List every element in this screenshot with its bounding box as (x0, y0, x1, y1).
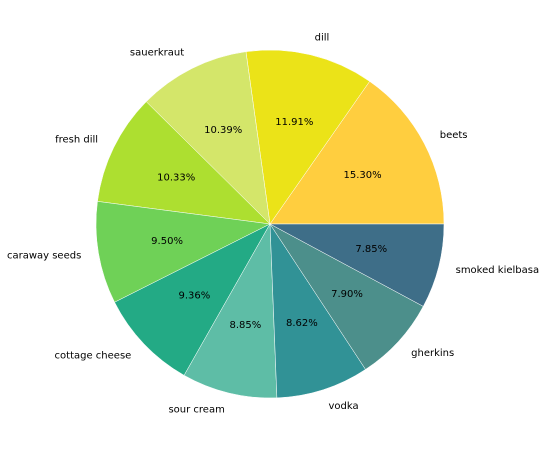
pie-slice-sour-cream (183, 223, 278, 399)
pie-pct-label: 7.85% (355, 244, 387, 255)
pie-slice-cottage-cheese (114, 223, 271, 376)
pie-slice-smoked-kielbasa (269, 223, 445, 307)
pie-pct-label: 11.91% (275, 117, 313, 128)
pie-pct-label: 8.62% (286, 318, 318, 329)
pie-pct-label: 8.85% (229, 320, 261, 331)
slices-layer (95, 49, 445, 399)
pie-pct-label: 9.50% (151, 236, 183, 247)
labels-layer: 15.30% beets 11.91% dill 10.39% sauerkraut 10.… (7, 32, 539, 415)
pie-slice-vodka (269, 223, 366, 399)
pie-slice-dill (245, 49, 370, 225)
pie-pct-label: 7.90% (331, 289, 363, 300)
pie-slice-caraway-seeds (95, 201, 271, 303)
pie-pct-label: 10.39% (204, 125, 242, 136)
pie-slice-fresh-dill (97, 101, 271, 225)
pie-slice-sauerkraut (145, 51, 271, 225)
pie-category-label: vodka (328, 401, 358, 412)
pie-category-label: sour cream (168, 404, 224, 415)
pie-category-label: dill (315, 32, 330, 43)
pie-category-label: smoked kielbasa (456, 265, 540, 276)
pie-category-label: sauerkraut (130, 47, 184, 58)
pie-category-label: caraway seeds (7, 251, 81, 262)
pie-slice-beets (269, 80, 445, 225)
pie-category-label: beets (440, 130, 468, 141)
pie-pct-label: 10.33% (157, 173, 195, 184)
pie-pct-label: 15.30% (343, 170, 381, 181)
pie-category-label: fresh dill (55, 134, 98, 145)
pie-category-label: gherkins (411, 348, 454, 359)
pie-category-label: cottage cheese (55, 350, 132, 361)
pie-pct-label: 9.36% (178, 290, 210, 301)
